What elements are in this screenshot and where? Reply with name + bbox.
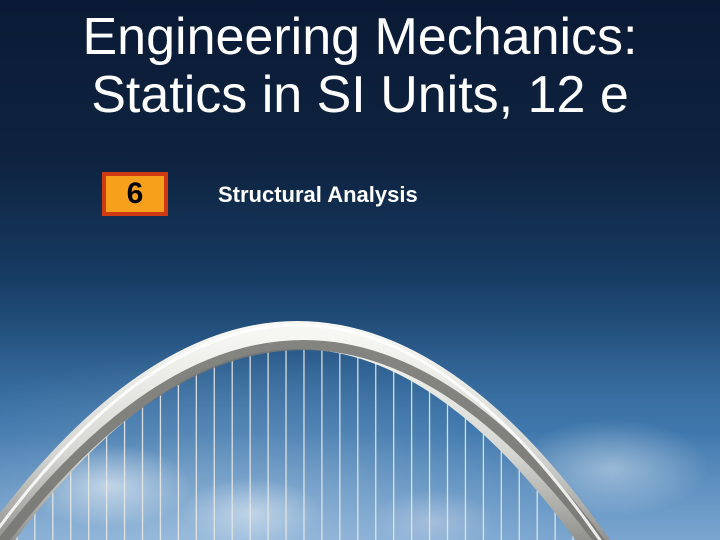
title-line-2: Statics in SI Units, 12 e xyxy=(0,66,720,124)
slide-root: Engineering Mechanics: Statics in SI Uni… xyxy=(0,0,720,540)
chapter-number-badge: 6 xyxy=(102,172,168,216)
page-title: Engineering Mechanics: Statics in SI Uni… xyxy=(0,8,720,124)
chapter-number: 6 xyxy=(127,177,144,211)
chapter-subtitle: Structural Analysis xyxy=(218,182,418,208)
title-line-1: Engineering Mechanics: xyxy=(0,8,720,66)
clouds xyxy=(0,360,720,540)
